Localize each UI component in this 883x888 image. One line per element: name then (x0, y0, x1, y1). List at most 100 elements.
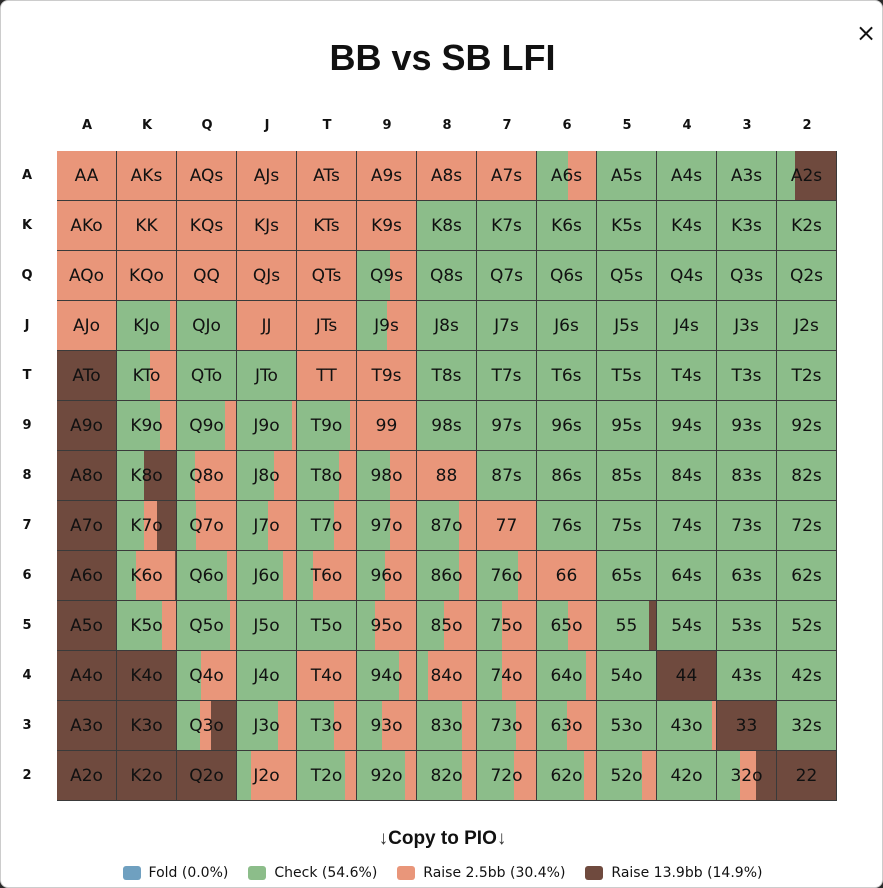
hand-cell[interactable]: 52o (597, 751, 657, 801)
hand-cell[interactable]: 87o (417, 501, 477, 551)
hand-cell[interactable]: 75o (477, 601, 537, 651)
hand-cell[interactable]: A7s (477, 151, 537, 201)
hand-cell[interactable]: TT (297, 351, 357, 401)
hand-cell[interactable]: K7s (477, 201, 537, 251)
hand-cell[interactable]: 62o (537, 751, 597, 801)
hand-cell[interactable]: K6o (117, 551, 177, 601)
hand-cell[interactable]: 97o (357, 501, 417, 551)
hand-cell[interactable]: 42s (777, 651, 837, 701)
hand-cell[interactable]: J6s (537, 301, 597, 351)
hand-cell[interactable]: Q5o (177, 601, 237, 651)
hand-cell[interactable]: 87s (477, 451, 537, 501)
hand-cell[interactable]: 98o (357, 451, 417, 501)
hand-cell[interactable]: K7o (117, 501, 177, 551)
hand-cell[interactable]: K6s (537, 201, 597, 251)
hand-cell[interactable]: 32o (717, 751, 777, 801)
hand-cell[interactable]: J7o (237, 501, 297, 551)
hand-cell[interactable]: 84s (657, 451, 717, 501)
hand-cell[interactable]: T7o (297, 501, 357, 551)
hand-cell[interactable]: J9s (357, 301, 417, 351)
hand-cell[interactable]: T2s (777, 351, 837, 401)
hand-cell[interactable]: A8o (57, 451, 117, 501)
hand-cell[interactable]: AKs (117, 151, 177, 201)
hand-cell[interactable]: 55 (597, 601, 657, 651)
hand-cell[interactable]: 22 (777, 751, 837, 801)
hand-cell[interactable]: J2o (237, 751, 297, 801)
hand-cell[interactable]: 76o (477, 551, 537, 601)
hand-cell[interactable]: T5o (297, 601, 357, 651)
hand-cell[interactable]: ATs (297, 151, 357, 201)
hand-cell[interactable]: 82s (777, 451, 837, 501)
hand-cell[interactable]: AQo (57, 251, 117, 301)
hand-cell[interactable]: J4o (237, 651, 297, 701)
hand-cell[interactable]: 52s (777, 601, 837, 651)
hand-cell[interactable]: QJs (237, 251, 297, 301)
hand-cell[interactable]: T3o (297, 701, 357, 751)
hand-cell[interactable]: 96o (357, 551, 417, 601)
hand-cell[interactable]: Q3s (717, 251, 777, 301)
hand-cell[interactable]: KJs (237, 201, 297, 251)
hand-cell[interactable]: 63s (717, 551, 777, 601)
hand-cell[interactable]: 95o (357, 601, 417, 651)
hand-cell[interactable]: 42o (657, 751, 717, 801)
hand-cell[interactable]: T4s (657, 351, 717, 401)
hand-cell[interactable]: T9s (357, 351, 417, 401)
hand-cell[interactable]: 44 (657, 651, 717, 701)
hand-cell[interactable]: K2s (777, 201, 837, 251)
hand-cell[interactable]: KK (117, 201, 177, 251)
hand-cell[interactable]: K8s (417, 201, 477, 251)
hand-cell[interactable]: JJ (237, 301, 297, 351)
hand-cell[interactable]: K9o (117, 401, 177, 451)
hand-cell[interactable]: J9o (237, 401, 297, 451)
hand-cell[interactable]: 95s (597, 401, 657, 451)
hand-cell[interactable]: JTo (237, 351, 297, 401)
hand-cell[interactable]: QTs (297, 251, 357, 301)
hand-cell[interactable]: A5s (597, 151, 657, 201)
hand-cell[interactable]: AJo (57, 301, 117, 351)
hand-cell[interactable]: 64o (537, 651, 597, 701)
hand-cell[interactable]: K2o (117, 751, 177, 801)
hand-cell[interactable]: 73s (717, 501, 777, 551)
hand-cell[interactable]: J3o (237, 701, 297, 751)
hand-cell[interactable]: 33 (717, 701, 777, 751)
hand-cell[interactable]: 85s (597, 451, 657, 501)
hand-cell[interactable]: KTs (297, 201, 357, 251)
hand-cell[interactable]: A2o (57, 751, 117, 801)
hand-cell[interactable]: 84o (417, 651, 477, 701)
hand-cell[interactable]: T6s (537, 351, 597, 401)
hand-cell[interactable]: K5o (117, 601, 177, 651)
hand-cell[interactable]: JTs (297, 301, 357, 351)
hand-cell[interactable]: 76s (537, 501, 597, 551)
hand-cell[interactable]: 83o (417, 701, 477, 751)
hand-cell[interactable]: T7s (477, 351, 537, 401)
hand-cell[interactable]: AQs (177, 151, 237, 201)
hand-cell[interactable]: AA (57, 151, 117, 201)
hand-cell[interactable]: Q4o (177, 651, 237, 701)
hand-cell[interactable]: QQ (177, 251, 237, 301)
hand-cell[interactable]: J5s (597, 301, 657, 351)
copy-to-pio-button[interactable]: ↓Copy to PIO↓ (1, 828, 883, 850)
hand-cell[interactable]: A8s (417, 151, 477, 201)
hand-cell[interactable]: A4s (657, 151, 717, 201)
hand-cell[interactable]: 97s (477, 401, 537, 451)
hand-cell[interactable]: Q6o (177, 551, 237, 601)
hand-cell[interactable]: 53s (717, 601, 777, 651)
hand-cell[interactable]: 74s (657, 501, 717, 551)
hand-cell[interactable]: J3s (717, 301, 777, 351)
hand-cell[interactable]: 64s (657, 551, 717, 601)
hand-cell[interactable]: Q3o (177, 701, 237, 751)
hand-cell[interactable]: A4o (57, 651, 117, 701)
hand-cell[interactable]: 66 (537, 551, 597, 601)
hand-cell[interactable]: J2s (777, 301, 837, 351)
hand-cell[interactable]: A9o (57, 401, 117, 451)
hand-cell[interactable]: 98s (417, 401, 477, 451)
hand-cell[interactable]: Q6s (537, 251, 597, 301)
hand-cell[interactable]: Q2o (177, 751, 237, 801)
hand-cell[interactable]: 72s (777, 501, 837, 551)
hand-cell[interactable]: K4o (117, 651, 177, 701)
hand-cell[interactable]: 65o (537, 601, 597, 651)
hand-cell[interactable]: J8o (237, 451, 297, 501)
hand-cell[interactable]: J4s (657, 301, 717, 351)
hand-cell[interactable]: AKo (57, 201, 117, 251)
hand-cell[interactable]: Q9o (177, 401, 237, 451)
